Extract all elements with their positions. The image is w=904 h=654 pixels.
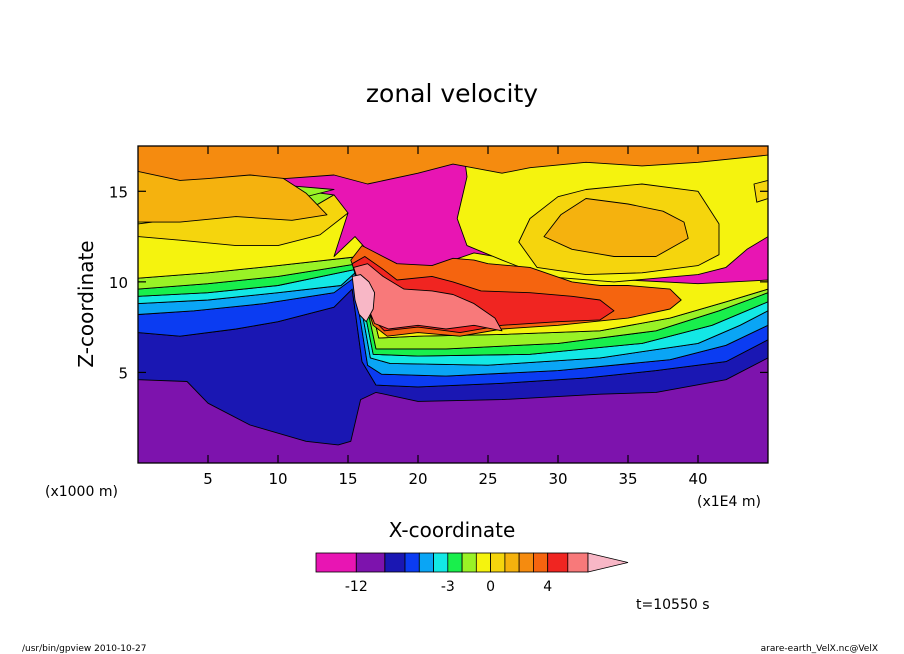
- colorbar-swatch: [567, 552, 589, 573]
- colorbar-swatch: [315, 552, 357, 573]
- colorbar-swatch: [418, 552, 434, 573]
- x-tick-label: 15: [338, 470, 357, 488]
- x-unit-label: (x1E4 m): [697, 494, 761, 510]
- x-tick-marks: [207, 146, 699, 463]
- y-tick-label: 10: [109, 274, 128, 292]
- colorbar-swatch: [490, 552, 506, 573]
- contour-region-level-10-1: [543, 198, 689, 257]
- contour-field: [138, 146, 768, 463]
- y-tick-marks: [138, 190, 768, 374]
- chart-title: zonal velocity: [366, 79, 538, 108]
- colorbar-swatch: [461, 552, 477, 573]
- footer-left: /usr/bin/gpview 2010-10-27: [22, 644, 146, 654]
- colorbar-swatch: [447, 552, 463, 573]
- x-tick-label: 10: [268, 470, 287, 488]
- colorbar-swatch: [433, 552, 449, 573]
- x-tick-label: 40: [688, 470, 707, 488]
- y-tick-labels: 5 10 15: [109, 183, 128, 382]
- colorbar-tick-label: -12: [345, 579, 368, 595]
- colorbar-swatch: [384, 552, 406, 573]
- colorbar: [315, 552, 629, 573]
- colorbar-tick-label: 0: [486, 579, 495, 595]
- contour-region-level-14-0: [353, 263, 503, 332]
- y-axis-label: Z-coordinate: [74, 240, 98, 367]
- colorbar-swatch: [547, 552, 569, 573]
- y-tick-label: 5: [118, 364, 128, 382]
- x-tick-label: 25: [478, 470, 497, 488]
- x-tick-label: 5: [203, 470, 213, 488]
- time-label: t=10550 s: [636, 597, 710, 613]
- colorbar-tick-labels: -12 -3 0 4: [345, 579, 552, 595]
- colorbar-swatch: [504, 552, 520, 573]
- x-axis-label: X-coordinate: [389, 518, 516, 542]
- contour-region-level-15-0: [351, 274, 376, 323]
- colorbar-tick-label: -3: [441, 579, 455, 595]
- colorbar-swatch: [475, 552, 491, 573]
- plot-frame: [137, 145, 769, 464]
- colorbar-swatch: [518, 552, 534, 573]
- colorbar-swatch: [533, 552, 549, 573]
- x-tick-label: 20: [408, 470, 427, 488]
- y-unit-label: (x1000 m): [45, 484, 118, 500]
- x-tick-label: 35: [618, 470, 637, 488]
- x-tick-label: 30: [548, 470, 567, 488]
- colorbar-swatch: [355, 552, 386, 573]
- colorbar-swatch: [404, 552, 420, 573]
- y-tick-label: 15: [109, 183, 128, 201]
- footer-right: arare-earth_VelX.nc@VelX: [761, 644, 878, 654]
- colorbar-tick-label: 4: [543, 579, 552, 595]
- colorbar-overflow-arrow: [587, 552, 629, 573]
- x-tick-labels: 5 10 15 20 25 30 35 40: [203, 470, 707, 488]
- contour-region-level-11-0: [138, 146, 768, 185]
